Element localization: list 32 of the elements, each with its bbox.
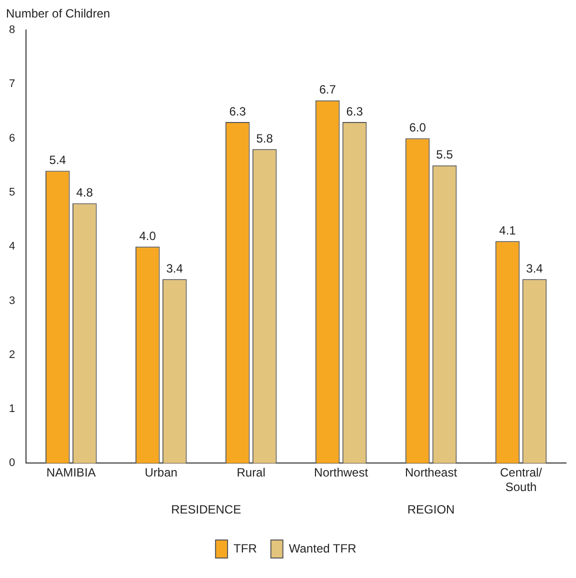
x-tick-label: Urban: [144, 466, 178, 480]
data-label: 5.4: [49, 153, 66, 168]
legend-label: Wanted TFR: [288, 541, 357, 556]
y-tick-label: 8: [8, 24, 16, 36]
y-tick-label: 6: [8, 132, 16, 144]
y-tick-label: 7: [8, 78, 16, 90]
x-tick-label: Northwest: [314, 466, 369, 480]
y-tick-label: 5: [8, 186, 16, 198]
data-label: 5.8: [256, 131, 274, 146]
data-label: 3.4: [526, 261, 544, 276]
y-tick-label: 0: [8, 457, 16, 470]
data-label: 6.3: [229, 104, 246, 118]
data-label: 4.0: [139, 228, 156, 243]
x-tick-label: Central/South: [500, 466, 543, 494]
data-label: 6.7: [319, 82, 336, 97]
data-label: 5.5: [436, 148, 454, 162]
legend-label: TFR: [234, 541, 258, 556]
y-tick-label: 3: [8, 294, 16, 307]
data-label: 3.4: [166, 261, 184, 276]
y-tick-label: 1: [8, 403, 16, 416]
data-label: 4.1: [499, 223, 516, 238]
y-tick-label: 2: [8, 348, 16, 361]
text: REGION: [407, 502, 455, 516]
text: RESIDENCE: [171, 502, 242, 516]
x-tick-label: Northeast: [405, 466, 458, 480]
y-tick-label: 4: [8, 240, 16, 253]
data-label: 6.3: [346, 104, 364, 118]
x-tick-label: NAMIBIA: [46, 466, 96, 480]
data-label: 6.0: [409, 120, 426, 135]
y-axis-title: Number of Children: [6, 6, 110, 20]
x-tick-label: Rural: [236, 466, 266, 480]
data-label: 4.8: [76, 186, 94, 200]
